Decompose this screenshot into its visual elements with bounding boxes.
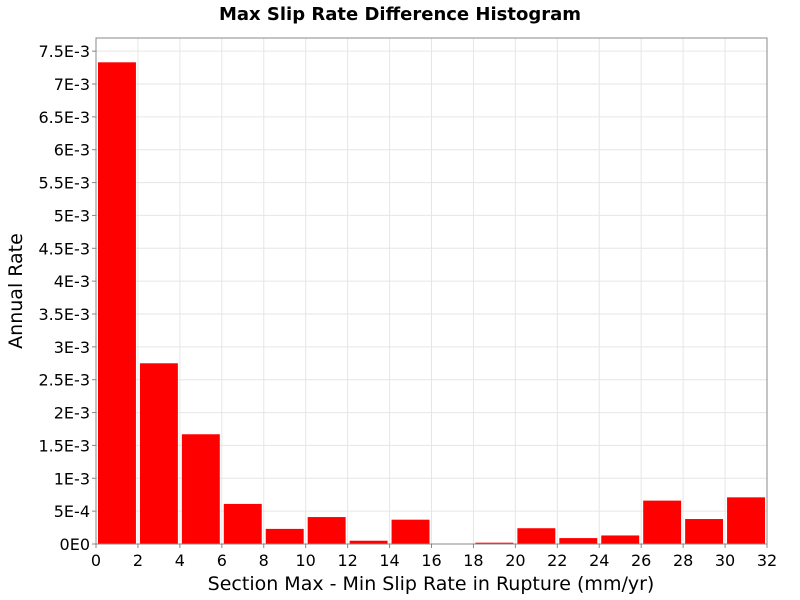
x-tick-label: 6 [217, 551, 227, 570]
x-tick-label: 30 [715, 551, 735, 570]
histogram-bar [559, 538, 598, 544]
y-tick-label: 2.5E-3 [38, 371, 90, 390]
histogram-bar [475, 542, 514, 544]
histogram-bar [727, 497, 765, 544]
x-tick-label: 10 [296, 551, 316, 570]
x-tick-label: 20 [505, 551, 525, 570]
x-tick-label: 28 [673, 551, 693, 570]
x-tick-label: 0 [91, 551, 101, 570]
histogram-bar [223, 503, 262, 544]
y-tick-label: 6E-3 [54, 141, 90, 160]
histogram-bar [391, 519, 430, 544]
histogram-bar [181, 434, 220, 544]
grid-lines [95, 38, 768, 545]
x-tick-label: 2 [133, 551, 143, 570]
histogram-bar [307, 517, 346, 544]
y-tick-label: 7.5E-3 [38, 42, 90, 61]
y-axis-ticks: 0E0 5E-4 1E-3 1.5E-3 2E-3 2.5E-3 3E-3 3.5E-3 4E-… [38, 42, 96, 554]
histogram-bar [349, 540, 388, 544]
y-tick-label: 2E-3 [54, 404, 90, 423]
histogram-bar [601, 535, 640, 544]
y-tick-label: 5E-4 [54, 502, 90, 521]
y-tick-label: 7E-3 [54, 75, 90, 94]
y-tick-label: 3.5E-3 [38, 305, 90, 324]
bars-group [98, 62, 765, 545]
x-tick-label: 4 [175, 551, 185, 570]
y-axis-label: Annual Rate [5, 233, 27, 349]
x-tick-label: 24 [589, 551, 609, 570]
y-tick-label: 1E-3 [54, 469, 90, 488]
histogram-bar [685, 519, 724, 544]
y-tick-label: 5.5E-3 [38, 174, 90, 193]
y-tick-label: 3E-3 [54, 338, 90, 357]
histogram-bar [265, 528, 304, 544]
x-tick-label: 32 [757, 551, 777, 570]
histogram-bar [139, 363, 178, 544]
histogram-bar [517, 528, 556, 544]
x-tick-label: 22 [547, 551, 567, 570]
y-tick-label: 1.5E-3 [38, 436, 90, 455]
x-tick-label: 14 [379, 551, 399, 570]
y-tick-label: 4.5E-3 [38, 239, 90, 258]
y-tick-label: 4E-3 [54, 272, 90, 291]
x-tick-label: 8 [259, 551, 269, 570]
histogram-bar [98, 62, 136, 545]
x-tick-label: 16 [421, 551, 441, 570]
histogram-bar [643, 500, 682, 544]
x-axis-label: Section Max - Min Slip Rate in Rupture (… [208, 573, 655, 595]
x-tick-label: 18 [463, 551, 483, 570]
chart-title: Max Slip Rate Difference Histogram [219, 4, 581, 25]
y-tick-label: 6.5E-3 [38, 108, 90, 127]
y-tick-label: 0E0 [60, 535, 90, 554]
x-axis-ticks: 0 2 4 6 8 10 12 14 16 18 20 22 24 26 28 30 32 [91, 544, 777, 570]
x-tick-label: 12 [337, 551, 357, 570]
x-tick-label: 26 [631, 551, 651, 570]
y-tick-label: 5E-3 [54, 206, 90, 225]
